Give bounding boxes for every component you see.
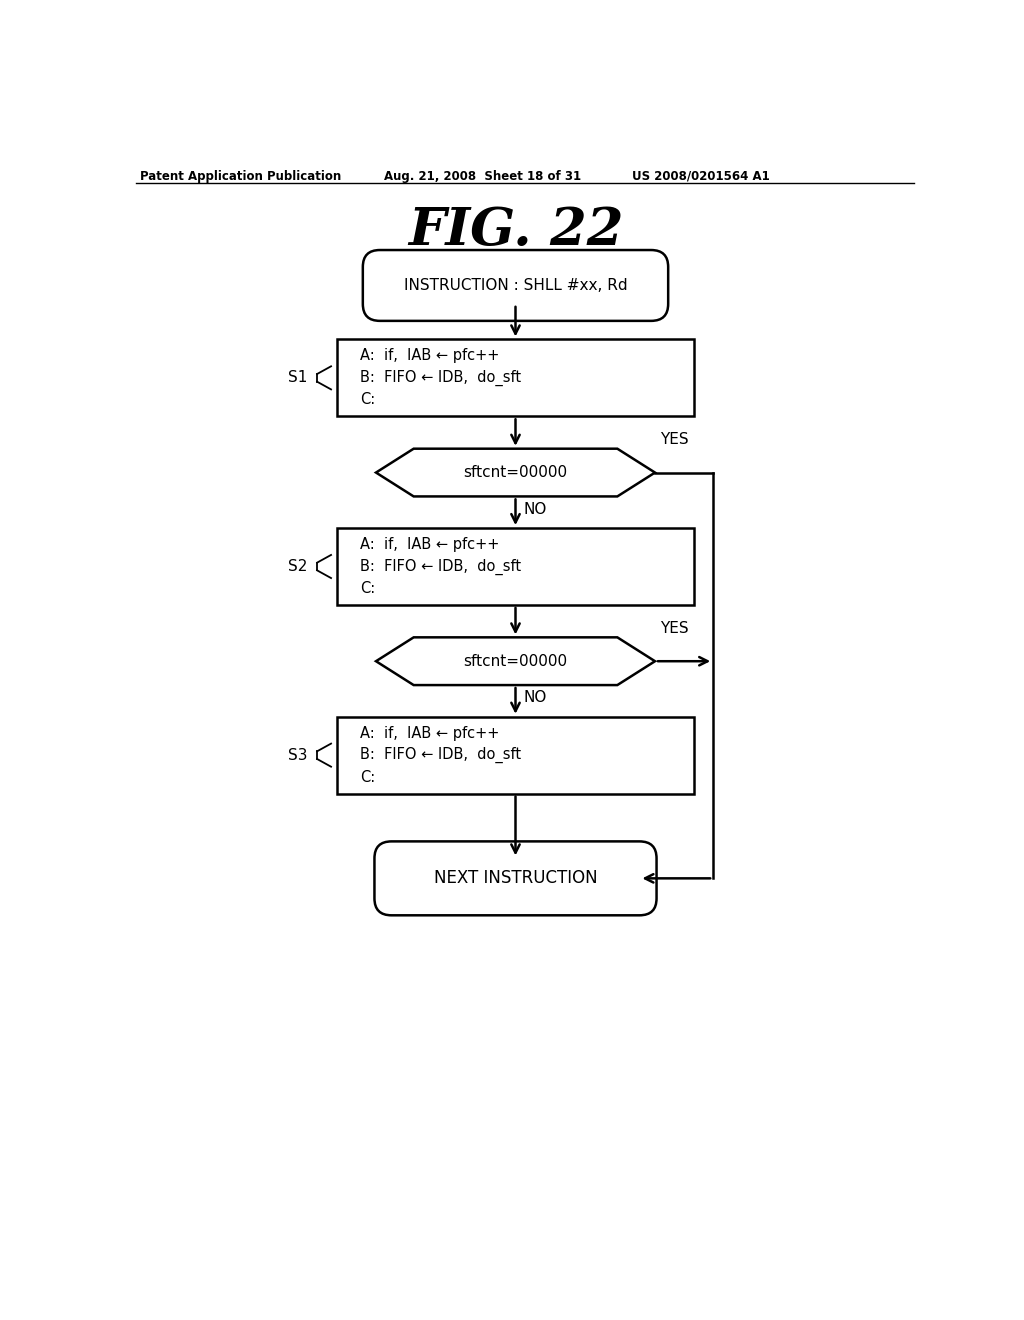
Text: B:  FIFO ← IDB,  do_sft: B: FIFO ← IDB, do_sft <box>360 370 521 385</box>
Text: C:: C: <box>360 581 376 597</box>
Text: Aug. 21, 2008  Sheet 18 of 31: Aug. 21, 2008 Sheet 18 of 31 <box>384 170 581 183</box>
Text: NO: NO <box>523 502 547 517</box>
Text: S2: S2 <box>289 558 308 574</box>
Text: INSTRUCTION : SHLL #xx, Rd: INSTRUCTION : SHLL #xx, Rd <box>403 279 628 293</box>
Bar <box>337 717 693 793</box>
Text: C:: C: <box>360 392 376 408</box>
Text: YES: YES <box>660 432 689 447</box>
Text: A:  if,  IAB ← pfc++: A: if, IAB ← pfc++ <box>360 537 500 552</box>
Text: A:  if,  IAB ← pfc++: A: if, IAB ← pfc++ <box>360 726 500 741</box>
Polygon shape <box>376 638 655 685</box>
Text: NO: NO <box>523 690 547 705</box>
FancyBboxPatch shape <box>375 841 656 915</box>
FancyBboxPatch shape <box>362 249 669 321</box>
Polygon shape <box>376 449 655 496</box>
Bar <box>337 528 693 605</box>
Text: B:  FIFO ← IDB,  do_sft: B: FIFO ← IDB, do_sft <box>360 747 521 763</box>
Text: B:  FIFO ← IDB,  do_sft: B: FIFO ← IDB, do_sft <box>360 558 521 574</box>
Text: C:: C: <box>360 770 376 784</box>
Text: sftcnt=00000: sftcnt=00000 <box>464 653 567 669</box>
Text: NEXT INSTRUCTION: NEXT INSTRUCTION <box>434 870 597 887</box>
Text: FIG. 22: FIG. 22 <box>408 205 624 256</box>
Text: YES: YES <box>660 620 689 636</box>
Text: S3: S3 <box>289 747 308 763</box>
Bar <box>337 339 693 416</box>
Text: A:  if,  IAB ← pfc++: A: if, IAB ← pfc++ <box>360 348 500 363</box>
Text: S1: S1 <box>289 371 308 385</box>
Text: Patent Application Publication: Patent Application Publication <box>139 170 341 183</box>
Text: sftcnt=00000: sftcnt=00000 <box>464 465 567 480</box>
Text: US 2008/0201564 A1: US 2008/0201564 A1 <box>632 170 769 183</box>
